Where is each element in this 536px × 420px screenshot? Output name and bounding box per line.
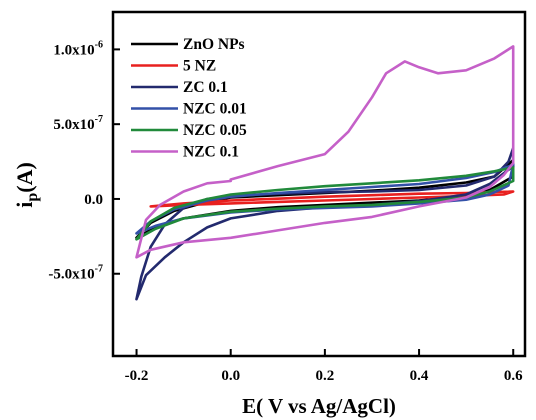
x-tick-label: 0.6 [504, 368, 523, 384]
x-tick-label: -0.2 [125, 368, 149, 384]
y-axis-title-main: i [12, 202, 37, 208]
legend-label: ZC 0.1 [183, 79, 228, 96]
legend-label: NZC 0.01 [183, 101, 247, 118]
series-group [135, 45, 515, 301]
legend-label: 5 NZ [183, 58, 216, 75]
y-tick-label: 5.0x10-7 [53, 114, 103, 133]
series-line-6 [135, 45, 515, 259]
y-axis-title-subscript: p [24, 193, 41, 202]
y-tick-label: 0.0 [84, 192, 103, 208]
y-tick-label: 1.0x10-6 [53, 39, 103, 58]
x-axis-title: E( V vs Ag/AgCl) [242, 394, 396, 418]
y-axis-title-unit: (A) [12, 162, 37, 193]
series-line-2 [149, 190, 515, 208]
x-tick-label: 0.2 [316, 368, 335, 384]
y-axis-ticks: -5.0x10-7 0.0 5.0x10-7 1.0x10-6 [48, 39, 120, 283]
y-axis-title: ip(A) [12, 162, 41, 208]
y-tick-label: -5.0x10-7 [48, 264, 103, 283]
x-tick-label: 0.4 [410, 368, 429, 384]
x-tick-label: 0.0 [221, 368, 240, 384]
series-line-5 [135, 166, 515, 241]
x-axis-ticks: -0.2 0.0 0.2 0.4 0.6 [125, 349, 523, 384]
legend-label: NZC 0.05 [183, 122, 247, 139]
plot-frame [111, 10, 527, 358]
legend-label: NZC 0.1 [183, 144, 239, 161]
legend-label: ZnO NPs [183, 36, 245, 53]
legend: ZnO NPs 5 NZ ZC 0.1 NZC 0.01 NZC 0.05 NZC 0.1 [131, 36, 247, 161]
